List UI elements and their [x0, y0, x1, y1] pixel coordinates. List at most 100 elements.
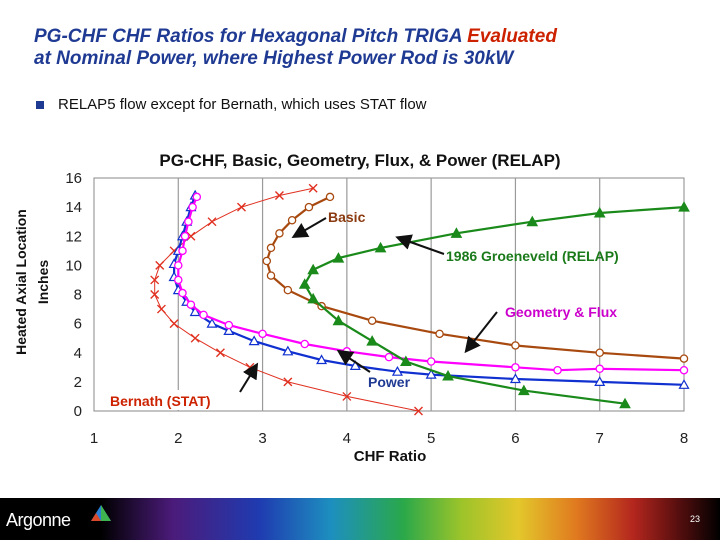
bullet-text: RELAP5 flow except for Bernath, which us… [58, 96, 427, 113]
data-point-circle [384, 352, 394, 362]
data-point-circle [188, 202, 197, 212]
data-point-x [156, 304, 166, 314]
data-point-circle [174, 261, 183, 270]
data-point-circle [595, 348, 604, 357]
title-part3: at Nominal Power, where Highest Power Ro… [34, 48, 514, 69]
data-point-triangle [206, 317, 218, 328]
x-tick-label: 3 [258, 430, 266, 447]
data-point-circle [186, 300, 196, 309]
arrow-geometry [464, 311, 498, 354]
data-point-triangle [594, 376, 606, 386]
y-axis-label-line1: Heated Axial Location [13, 209, 29, 355]
data-point-circle [283, 285, 293, 295]
bullet-square-icon [36, 100, 44, 109]
series-geometry-flux [174, 192, 689, 375]
page-number: 23 [689, 514, 700, 524]
arrow-groeneveld [395, 234, 445, 255]
title-part2: Evaluated [467, 26, 557, 47]
data-point-circle [426, 357, 436, 366]
data-point-circle [511, 363, 520, 372]
plot-area [93, 177, 685, 412]
data-point-triangle [298, 278, 311, 289]
data-point-circle [325, 192, 335, 202]
data-point-triangle [223, 325, 235, 336]
data-point-x [207, 217, 217, 227]
data-point-circle [595, 364, 604, 374]
series-layer [150, 183, 690, 416]
data-point-x [155, 260, 165, 270]
y-tick-label: 0 [74, 403, 82, 420]
data-point-triangle [349, 360, 361, 370]
data-point-triangle [332, 314, 345, 326]
y-tick-labels: 0 2 4 6 8 10 12 14 16 [65, 170, 82, 420]
data-point-circle [304, 202, 314, 212]
x-tick-label: 8 [680, 430, 688, 447]
y-axis-label-line2: Inches [35, 260, 51, 305]
annotation-groeneveld: 1986 Groeneveld (RELAP) [446, 248, 619, 264]
data-point-triangle [307, 292, 319, 304]
data-point-x [237, 202, 246, 212]
footer-bar: Argonne 23 [0, 498, 720, 540]
slide-title: PG-CHF CHF Ratios for Hexagonal Pitch TR… [34, 26, 694, 70]
arrow-bernath [239, 362, 259, 393]
data-point-x [274, 190, 284, 200]
data-point-triangle [678, 201, 690, 212]
data-point-triangle [593, 206, 606, 218]
data-point-circle [367, 316, 377, 325]
annotation-bernath-box [106, 390, 238, 410]
data-point-triangle [316, 354, 328, 365]
bullet-item: RELAP5 flow except for Bernath, which us… [36, 96, 427, 113]
data-point-circle [178, 246, 187, 256]
arrow-power [291, 217, 327, 239]
data-point-circle [275, 229, 284, 238]
x-tick-label: 7 [596, 430, 604, 447]
data-point-circle [224, 320, 234, 330]
data-point-x [150, 290, 160, 299]
arrow-basic [336, 349, 371, 373]
data-point-circle [184, 217, 193, 226]
data-point-triangle [332, 252, 345, 263]
title-part1: PG-CHF CHF Ratios for Hexagonal Pitch TR… [34, 26, 468, 47]
data-point-x [215, 348, 225, 358]
plot-frame [93, 177, 685, 412]
data-point-triangle [391, 365, 403, 376]
x-tick-label: 1 [90, 430, 98, 447]
data-point-triangle [442, 370, 454, 381]
data-point-triangle [307, 263, 319, 275]
data-point-circle [180, 232, 190, 241]
series-1986-groeneveld-relap [298, 201, 690, 409]
data-point-circle [679, 365, 689, 375]
data-point-circle [192, 192, 202, 202]
data-point-circle [262, 256, 272, 266]
x-axis-label: CHF Ratio [354, 448, 427, 465]
data-point-triangle [678, 379, 690, 389]
data-point-triangle [248, 335, 260, 346]
annotation-basic: Power [368, 374, 411, 390]
series-power [262, 192, 689, 363]
data-point-circle [300, 339, 309, 349]
x-tick-label: 5 [427, 430, 435, 447]
data-point-circle [178, 288, 187, 298]
data-point-circle [553, 365, 562, 375]
x-tick-label: 6 [511, 430, 519, 447]
chart-title: PG-CHF, Basic, Geometry, Flux, & Power (… [159, 151, 560, 170]
y-tick-label: 4 [74, 345, 82, 362]
data-point-x [308, 183, 318, 193]
data-point-triangle [526, 215, 539, 227]
data-point-circle [199, 310, 208, 320]
data-point-x [342, 391, 352, 401]
data-point-x [190, 333, 200, 343]
data-point-triangle [619, 397, 631, 409]
y-tick-label: 12 [65, 228, 82, 245]
annotations: Basic 1986 Groeneveld (RELAP) Geometry &… [106, 209, 619, 410]
annotation-geometry: Geometry & Flux [505, 304, 617, 320]
data-point-triangle [450, 227, 463, 238]
y-tick-label: 14 [65, 199, 82, 216]
data-point-circle [679, 354, 689, 363]
data-point-triangle [189, 306, 201, 317]
x-tick-labels: 1 2 3 4 5 6 7 8 [90, 430, 688, 447]
y-tick-label: 8 [74, 287, 82, 304]
data-point-circle [287, 215, 297, 225]
data-point-triangle [509, 373, 521, 384]
x-tick-label: 2 [174, 430, 182, 447]
